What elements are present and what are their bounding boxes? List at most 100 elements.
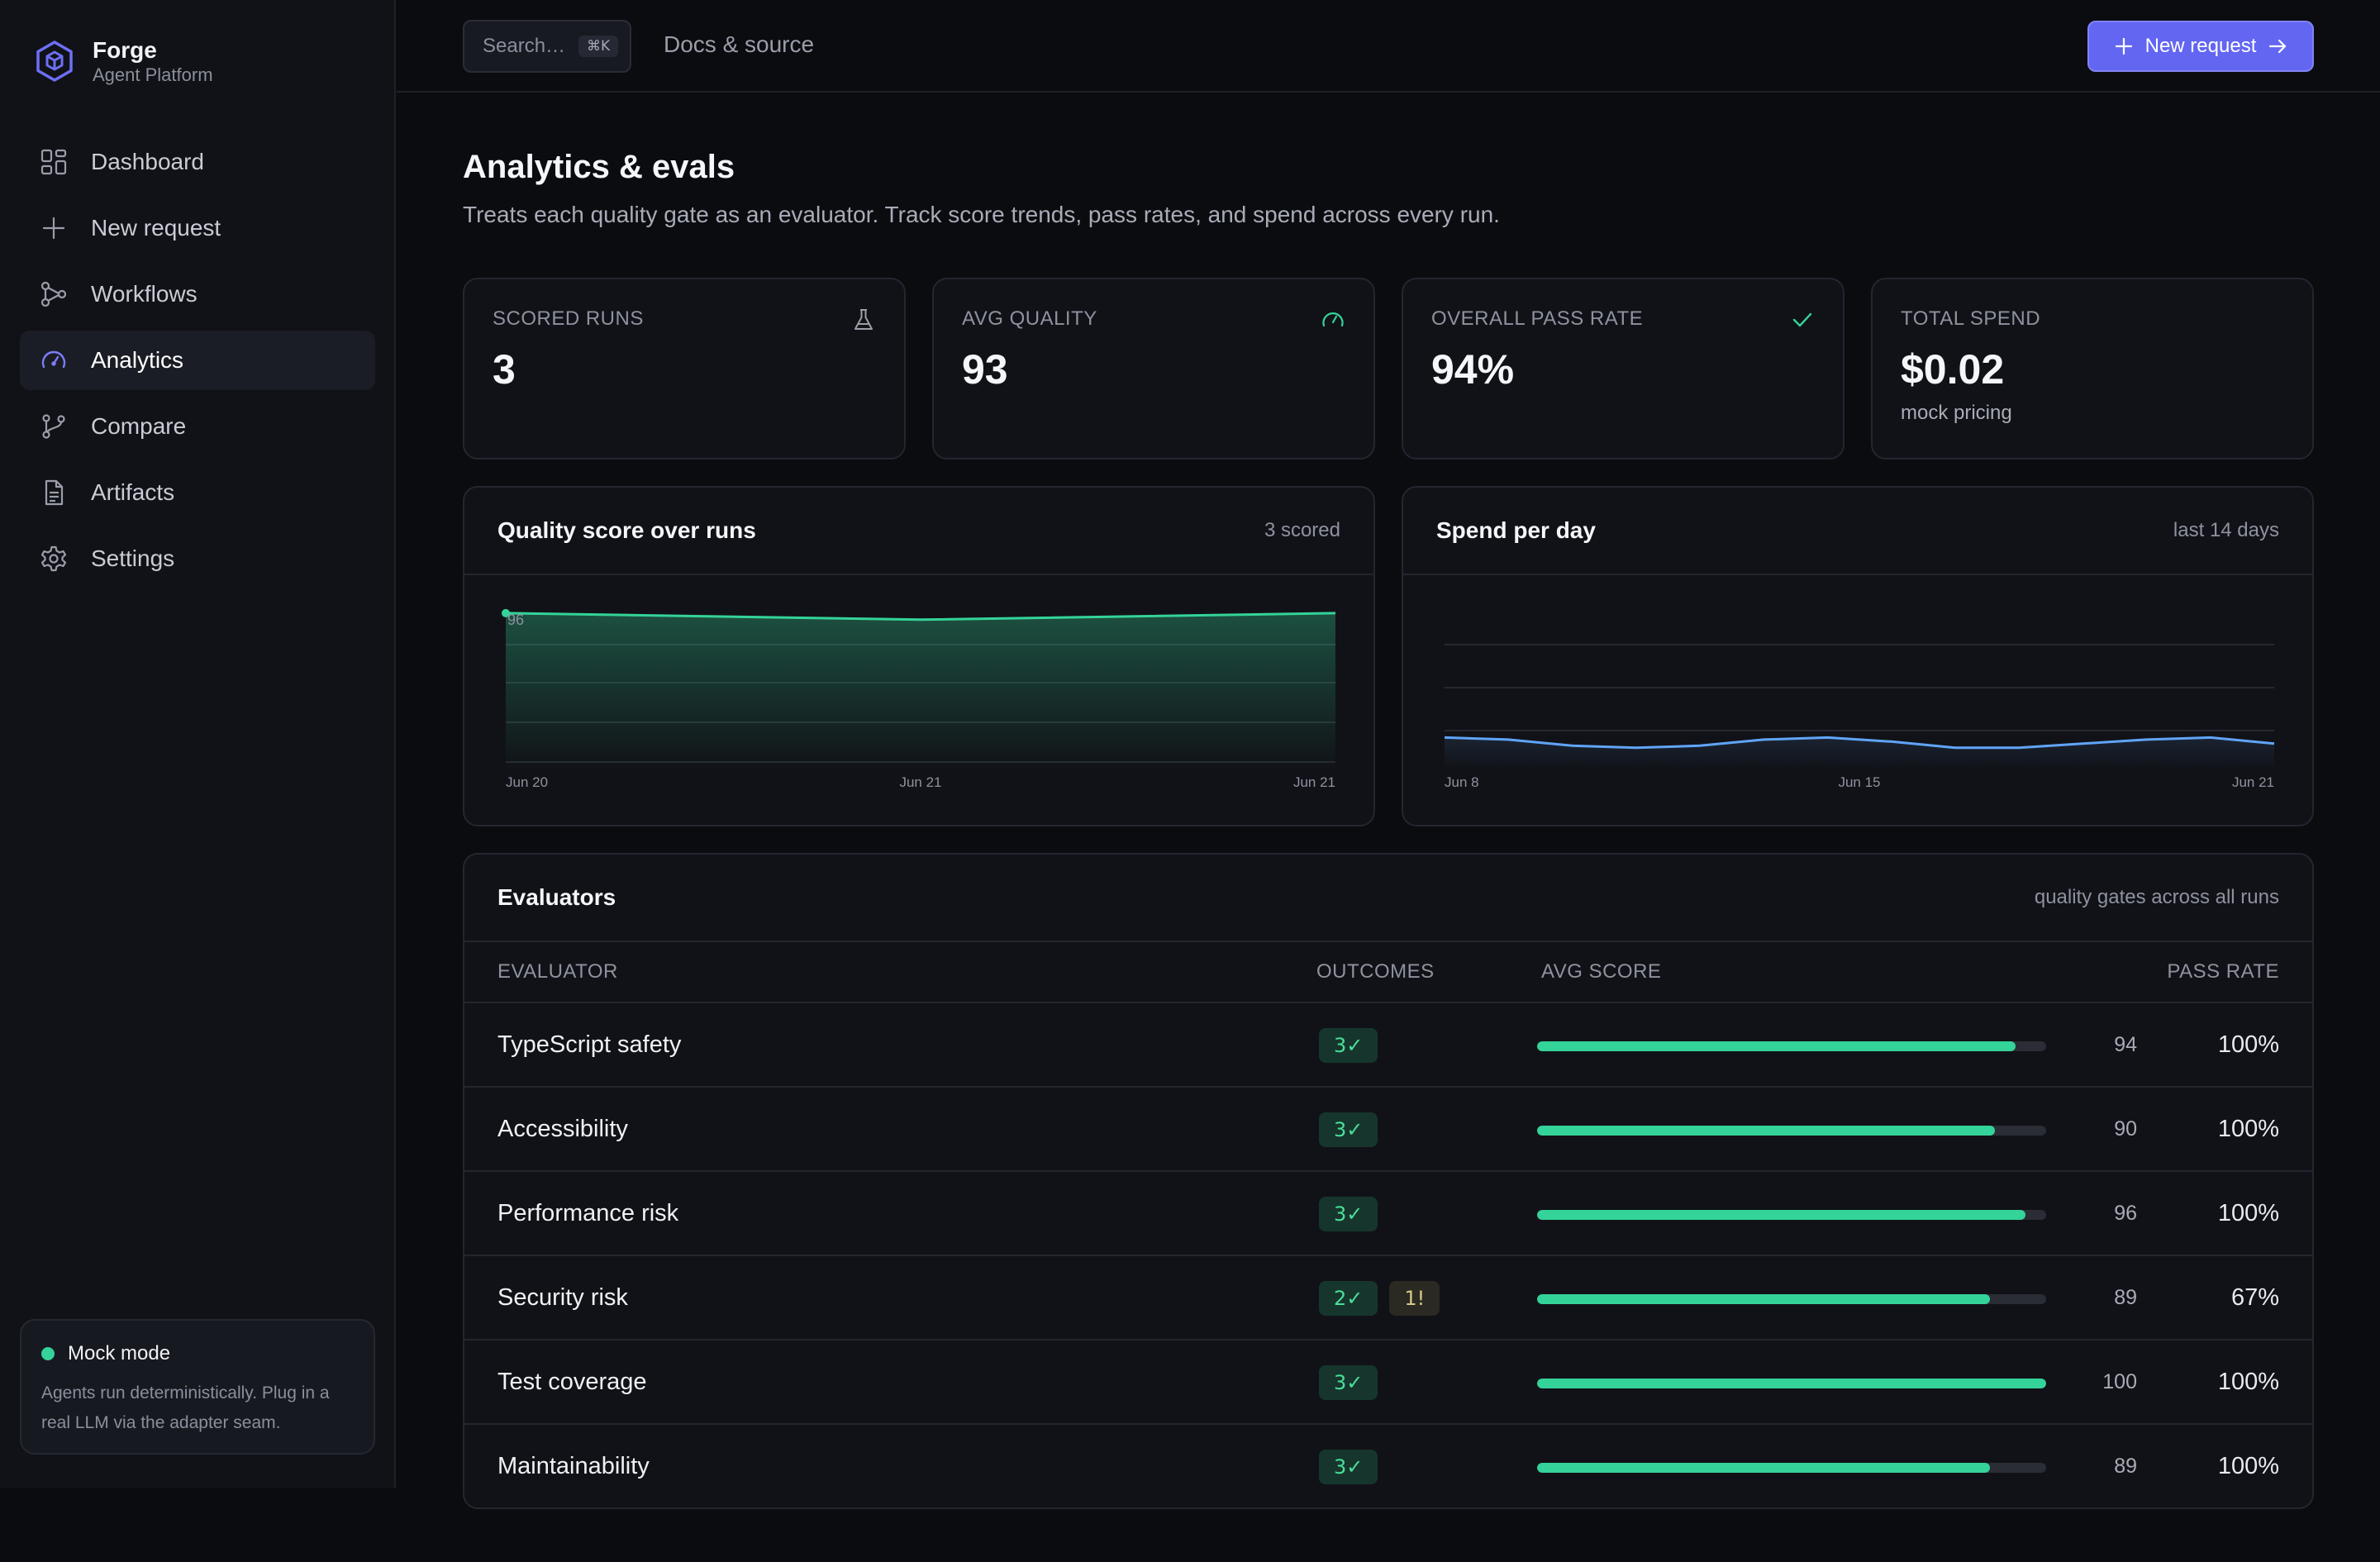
sidebar-item-dashboard[interactable]: Dashboard (20, 132, 375, 192)
pass-count-badge: 3✓ (1319, 1450, 1378, 1484)
spend-chart-panel: Spend per day last 14 days Jun 8 Jun 15 Ju… (1402, 486, 2314, 826)
chart-meta: last 14 days (2173, 519, 2279, 541)
sidebar-item-label: Workflows (91, 281, 198, 307)
brand[interactable]: Forge Agent Platform (33, 36, 213, 86)
evaluator-name: Performance risk (497, 1200, 679, 1226)
column-header-avg-score[interactable]: AVG SCORE (1541, 960, 1662, 983)
score-bar (1537, 1294, 2046, 1304)
table-row[interactable]: Accessibility 3✓ 90 100% (464, 1088, 2312, 1172)
table-row[interactable]: Performance risk 3✓ 96 100% (464, 1172, 2312, 1256)
plus-icon (2115, 37, 2132, 55)
table-row[interactable]: Security risk 2✓ 1! 89 67% (464, 1256, 2312, 1341)
avg-score: 89 (2114, 1455, 2137, 1478)
score-bar (1537, 1126, 2046, 1136)
avg-score: 89 (2114, 1286, 2137, 1309)
warn-count-badge: 1! (1389, 1281, 1440, 1316)
column-header-evaluator[interactable]: EVALUATOR (497, 960, 618, 983)
git-branch-icon (42, 414, 65, 439)
sidebar-item-new-request[interactable]: New request (20, 198, 375, 258)
pass-count-badge: 3✓ (1319, 1197, 1378, 1231)
pass-rate: 100% (2217, 1369, 2279, 1395)
stat-card-total-spend: TOTAL SPEND $0.02 mock pricing (1871, 278, 2314, 460)
plus-icon (42, 217, 65, 240)
stat-value: 3 (493, 346, 516, 393)
score-bar-fill (1537, 1463, 1991, 1473)
brand-subtitle: Agent Platform (93, 64, 213, 85)
pass-rate: 100% (2217, 1200, 2279, 1226)
x-tick-label: Jun 15 (1838, 774, 1880, 790)
pass-count-badge: 3✓ (1319, 1112, 1378, 1147)
avg-score: 90 (2114, 1117, 2137, 1141)
quality-chart: 96 Jun 20 Jun 21 Jun 21 (502, 608, 1336, 790)
evaluator-name: Accessibility (497, 1116, 628, 1142)
sidebar-item-compare[interactable]: Compare (20, 397, 375, 456)
score-bar (1537, 1210, 2046, 1220)
pass-count-badge: 3✓ (1319, 1028, 1378, 1063)
flask-icon (854, 309, 873, 330)
sidebar-item-analytics[interactable]: Analytics (20, 331, 375, 390)
check-icon (1792, 312, 1812, 327)
series-line (1444, 736, 2275, 750)
table-row[interactable]: TypeScript safety 3✓ 94 100% (464, 1003, 2312, 1088)
logo-icon (36, 40, 73, 82)
evaluators-title: Evaluators (497, 884, 616, 910)
x-tick-label: Jun 21 (2232, 774, 2274, 790)
table-row[interactable]: Test coverage 3✓ 100 100% (464, 1341, 2312, 1425)
column-header-pass-rate[interactable]: PASS RATE (2167, 960, 2279, 983)
gauge-icon (41, 350, 66, 369)
stat-value: 94% (1431, 346, 1515, 393)
score-bar (1537, 1041, 2046, 1051)
table-body: TypeScript safety 3✓ 94 100% Accessibility 3✓… (464, 1003, 2312, 1507)
stat-value: $0.02 (1901, 346, 2005, 393)
stat-card-avg-quality: AVG QUALITY 93 (932, 278, 1375, 460)
search-shortcut: ⌘K (578, 36, 619, 57)
search-input[interactable]: Search… ⌘K (463, 20, 631, 73)
data-point (502, 608, 510, 617)
mock-mode-title: Mock mode (68, 1342, 171, 1364)
score-bar-fill (1537, 1041, 2016, 1051)
sidebar-item-label: Analytics (91, 347, 184, 373)
table-row[interactable]: Maintainability 3✓ 89 100% (464, 1425, 2312, 1507)
score-bar-fill (1537, 1294, 1991, 1304)
avg-score: 100 (2102, 1370, 2137, 1393)
stat-label: SCORED RUNS (493, 307, 644, 330)
sidebar-item-label: Dashboard (91, 149, 204, 174)
stat-label: OVERALL PASS RATE (1431, 307, 1644, 330)
outcome-badges: 3✓ (1319, 1197, 1389, 1231)
stat-label: AVG QUALITY (962, 307, 1097, 330)
evaluator-name: TypeScript safety (497, 1031, 682, 1058)
dashboard-icon (40, 149, 67, 175)
table-header: EVALUATOR OUTCOMES AVG SCORE PASS RATE (464, 942, 2312, 1003)
sidebar-item-workflows[interactable]: Workflows (20, 264, 375, 324)
pass-rate: 100% (2217, 1453, 2279, 1479)
score-bar-fill (1537, 1210, 2026, 1220)
sidebar-item-settings[interactable]: Settings (20, 529, 375, 588)
avg-score: 94 (2114, 1033, 2137, 1056)
sidebar-item-artifacts[interactable]: Artifacts (20, 463, 375, 522)
column-header-outcomes[interactable]: OUTCOMES (1316, 960, 1435, 983)
sidebar-item-label: New request (91, 215, 221, 240)
pass-count-badge: 3✓ (1319, 1365, 1378, 1400)
sidebar-item-label: Compare (91, 413, 187, 439)
score-bar-fill (1537, 1379, 2046, 1388)
avg-score: 96 (2114, 1202, 2137, 1225)
stat-card-pass-rate: OVERALL PASS RATE 94% (1402, 278, 1844, 460)
page-title: Analytics & evals (463, 149, 735, 185)
topbar: Search… ⌘K Docs & source New request (397, 0, 2380, 93)
status-dot (41, 1347, 55, 1360)
evaluator-name: Test coverage (497, 1369, 647, 1395)
document-icon (45, 479, 64, 506)
gear-icon (40, 545, 67, 572)
outcome-badges: 2✓ 1! (1319, 1281, 1451, 1316)
sidebar-nav: Dashboard New request Workflows Anal (20, 132, 375, 595)
docs-link[interactable]: Docs & source (664, 31, 815, 57)
new-request-button[interactable]: New request (2087, 21, 2314, 72)
series-line (505, 612, 1336, 621)
sidebar-item-label: Settings (91, 545, 175, 571)
score-bar (1537, 1379, 2046, 1388)
data-label: 96 (507, 612, 524, 628)
evaluator-name: Maintainability (497, 1453, 650, 1479)
evaluator-name: Security risk (497, 1284, 628, 1311)
arrow-right-icon (2269, 39, 2287, 54)
stat-label: TOTAL SPEND (1901, 307, 2041, 330)
